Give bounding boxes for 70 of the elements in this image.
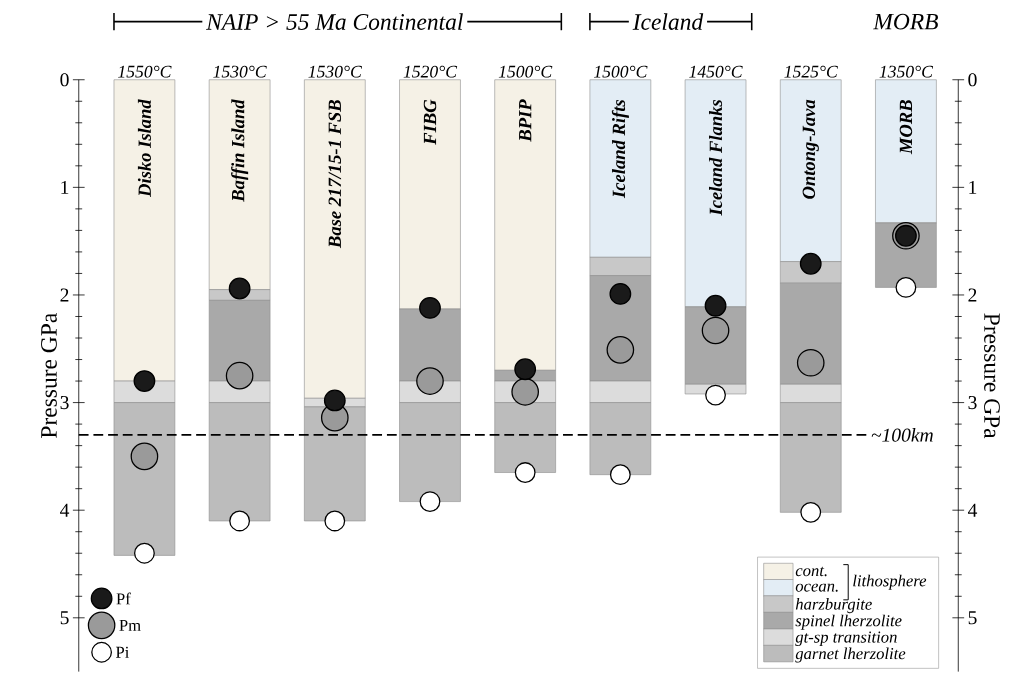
annotation: 1530°C bbox=[308, 65, 362, 78]
x-tick-label: Iceland Rifts bbox=[611, 99, 629, 199]
y-tick-label: 4 bbox=[60, 503, 70, 517]
y-tick-label: 3 bbox=[60, 396, 69, 410]
ref-line-label: ~100km bbox=[871, 427, 933, 442]
point bbox=[134, 542, 155, 564]
y-tick-label: 2 bbox=[60, 288, 69, 302]
x-tick-label: Iceland Flanks bbox=[709, 99, 723, 216]
legend-label: Pf bbox=[116, 592, 131, 605]
point bbox=[895, 276, 917, 298]
legend-label: garnet lherzolite bbox=[795, 647, 906, 663]
point bbox=[323, 389, 346, 412]
point bbox=[799, 252, 822, 275]
point bbox=[609, 464, 631, 486]
x-tick-label: Base 217/15-1 FSB bbox=[328, 100, 342, 249]
point bbox=[514, 358, 537, 381]
point bbox=[704, 294, 727, 317]
legend-label: ocean. bbox=[795, 583, 838, 592]
x-tick-label: Baffin Island bbox=[231, 99, 249, 202]
y2-tick-label: 4 bbox=[967, 503, 978, 517]
point bbox=[324, 510, 346, 532]
text: NAIP > 55 Ma Continental bbox=[206, 13, 463, 30]
legend-label: harzburgite bbox=[795, 598, 872, 614]
annotation: 1525°C bbox=[784, 65, 838, 78]
x-tick-label: Ontong-Java bbox=[802, 99, 819, 199]
point bbox=[130, 442, 159, 471]
annotation: 1500°C bbox=[498, 65, 553, 78]
legend-label: Pm bbox=[119, 619, 141, 631]
x-tick-label: FIBG bbox=[423, 99, 437, 145]
point bbox=[796, 348, 825, 377]
y2-tick-label: 2 bbox=[968, 288, 977, 302]
point bbox=[225, 361, 254, 390]
point bbox=[606, 335, 635, 364]
annotation: lithosphere bbox=[853, 574, 927, 590]
legend-label: gt-sp transition bbox=[795, 631, 897, 647]
point bbox=[514, 462, 536, 483]
legend-label: cont. bbox=[795, 566, 827, 577]
legend-label: Pi bbox=[115, 646, 130, 658]
text: Iceland bbox=[632, 13, 704, 30]
y2-tick-label: 0 bbox=[968, 73, 977, 87]
annotation: 1530°C bbox=[213, 65, 267, 78]
y-tick-label: 5 bbox=[60, 611, 69, 625]
point bbox=[419, 491, 441, 512]
point bbox=[229, 510, 251, 532]
point bbox=[800, 501, 822, 523]
point bbox=[705, 384, 726, 406]
annotation: 1500°C bbox=[593, 65, 648, 78]
annotation: 1450°C bbox=[689, 65, 743, 78]
point bbox=[701, 316, 730, 345]
annotation: 1520°C bbox=[403, 65, 458, 78]
x-tick-label: MORB bbox=[899, 100, 913, 155]
x-tick-label: BPIP bbox=[519, 99, 532, 142]
y-axis-title: Pressure GPa bbox=[41, 313, 57, 438]
y2-tick-label: 1 bbox=[969, 180, 977, 194]
point bbox=[419, 296, 441, 319]
legend-label: spinel lherzolite bbox=[795, 614, 902, 630]
annotation: 1550°C bbox=[118, 65, 172, 78]
point bbox=[609, 282, 632, 305]
annotation: 1350°C bbox=[879, 65, 934, 78]
point bbox=[511, 377, 540, 406]
x-tick-label: Disko Island bbox=[137, 99, 151, 198]
y2-tick-label: 3 bbox=[968, 396, 977, 410]
point bbox=[228, 277, 251, 300]
point bbox=[416, 367, 444, 395]
y-tick-label: 0 bbox=[60, 73, 69, 87]
y-tick-label: 1 bbox=[61, 180, 69, 194]
point bbox=[133, 370, 156, 392]
text: MORB bbox=[873, 13, 938, 30]
y2-axis-title: Pressure GPa bbox=[984, 313, 1000, 439]
y2-tick-label: 5 bbox=[968, 611, 977, 625]
